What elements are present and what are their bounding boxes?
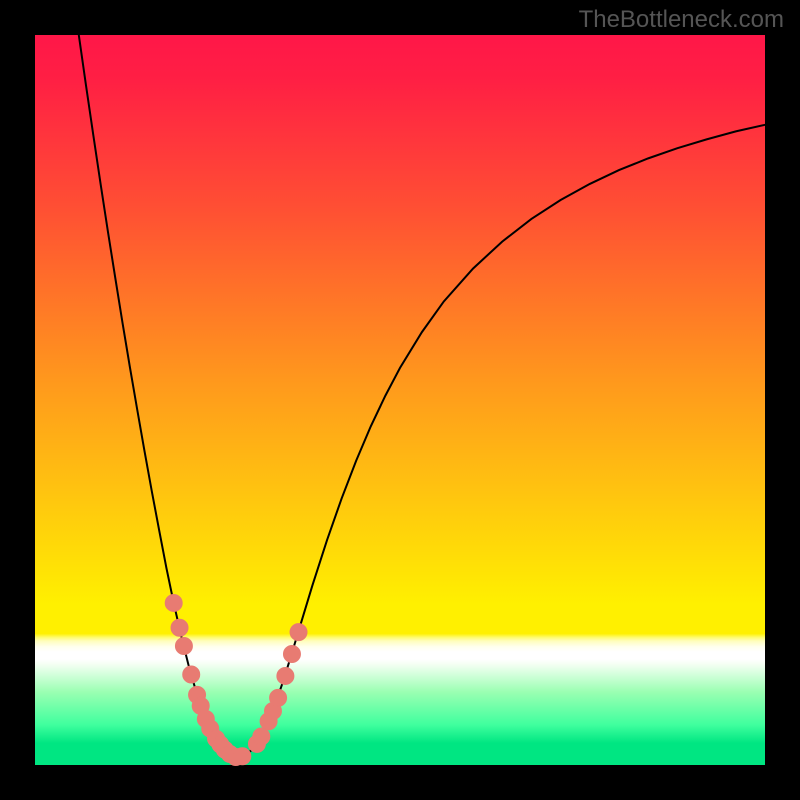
data-marker	[270, 689, 287, 706]
chart-root: TheBottleneck.com	[0, 0, 800, 800]
plot-area	[35, 35, 765, 765]
data-marker	[175, 638, 192, 655]
data-marker	[283, 646, 300, 663]
data-marker	[253, 728, 270, 745]
bottleneck-chart	[0, 0, 800, 800]
data-marker	[183, 666, 200, 683]
data-marker	[171, 619, 188, 636]
data-marker	[277, 667, 294, 684]
data-marker	[290, 624, 307, 641]
data-marker	[234, 748, 251, 765]
data-marker	[165, 594, 182, 611]
